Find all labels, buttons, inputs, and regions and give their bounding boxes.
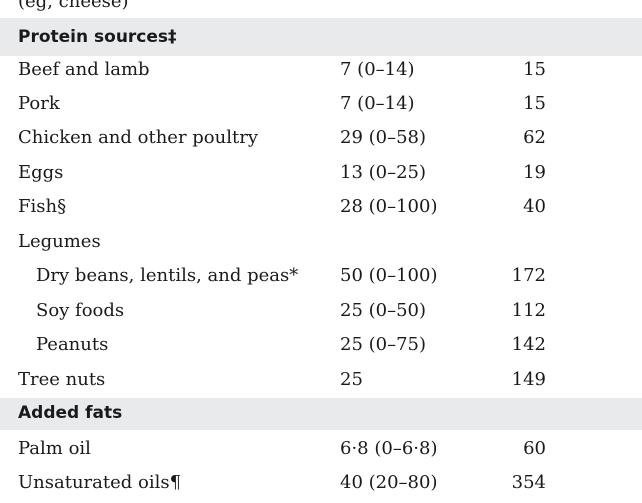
food-name: Fish§ <box>18 196 67 217</box>
partial-top-row: (eg, cheese) <box>0 0 642 18</box>
intake-range: 25 <box>340 369 363 390</box>
food-name: Unsaturated oils¶ <box>18 472 182 493</box>
intake-range: 50 (0–100) <box>340 265 438 286</box>
table-row: Legumes <box>0 232 642 254</box>
partial-top-text: (eg, cheese) <box>18 0 129 12</box>
food-name: Pork <box>18 93 60 114</box>
table-row: Peanuts 25 (0–75) 142 <box>0 335 642 357</box>
energy-value: 60 <box>523 438 546 459</box>
energy-value: 142 <box>511 334 546 355</box>
table-row: Pork 7 (0–14) 15 <box>0 94 642 116</box>
food-name: Soy foods <box>36 300 125 321</box>
intake-range: 7 (0–14) <box>340 93 415 114</box>
intake-range: 6·8 (0–6·8) <box>340 438 438 459</box>
food-name: Dry beans, lentils, and peas* <box>36 265 299 286</box>
intake-range: 29 (0–58) <box>340 127 427 148</box>
intake-range: 25 (0–50) <box>340 300 427 321</box>
energy-value: 40 <box>523 196 546 217</box>
energy-value: 354 <box>511 472 546 493</box>
table-row: Unsaturated oils¶ 40 (20–80) 354 <box>0 473 642 495</box>
food-name: Tree nuts <box>18 369 106 390</box>
section-header-added-fats: Added fats <box>0 398 642 430</box>
table-row: Dry beans, lentils, and peas* 50 (0–100)… <box>0 266 642 288</box>
table-row: Tree nuts 25 149 <box>0 370 642 392</box>
energy-value: 62 <box>523 127 546 148</box>
food-name: Legumes <box>18 231 101 252</box>
section-header-protein-sources: Protein sources‡ <box>0 18 642 56</box>
energy-value: 112 <box>511 300 546 321</box>
section-label-added-fats: Added fats <box>18 403 123 423</box>
energy-value: 19 <box>523 162 546 183</box>
energy-value: 15 <box>523 93 546 114</box>
table-row: Chicken and other poultry 29 (0–58) 62 <box>0 128 642 150</box>
food-name: Chicken and other poultry <box>18 127 259 148</box>
intake-range: 25 (0–75) <box>340 334 427 355</box>
food-name: Peanuts <box>36 334 109 355</box>
intake-range: 13 (0–25) <box>340 162 427 183</box>
section-label-protein-sources: Protein sources‡ <box>18 27 177 47</box>
intake-range: 40 (20–80) <box>340 472 438 493</box>
table-row: Eggs 13 (0–25) 19 <box>0 163 642 185</box>
food-name: Palm oil <box>18 438 91 459</box>
energy-value: 149 <box>511 369 546 390</box>
food-name: Beef and lamb <box>18 59 150 80</box>
table-row: Beef and lamb 7 (0–14) 15 <box>0 60 642 82</box>
energy-value: 15 <box>523 59 546 80</box>
intake-range: 28 (0–100) <box>340 196 438 217</box>
table-row: Soy foods 25 (0–50) 112 <box>0 301 642 323</box>
table-row: Palm oil 6·8 (0–6·8) 60 <box>0 439 642 461</box>
food-name: Eggs <box>18 162 64 183</box>
intake-range: 7 (0–14) <box>340 59 415 80</box>
energy-value: 172 <box>511 265 546 286</box>
table-row: Fish§ 28 (0–100) 40 <box>0 197 642 219</box>
